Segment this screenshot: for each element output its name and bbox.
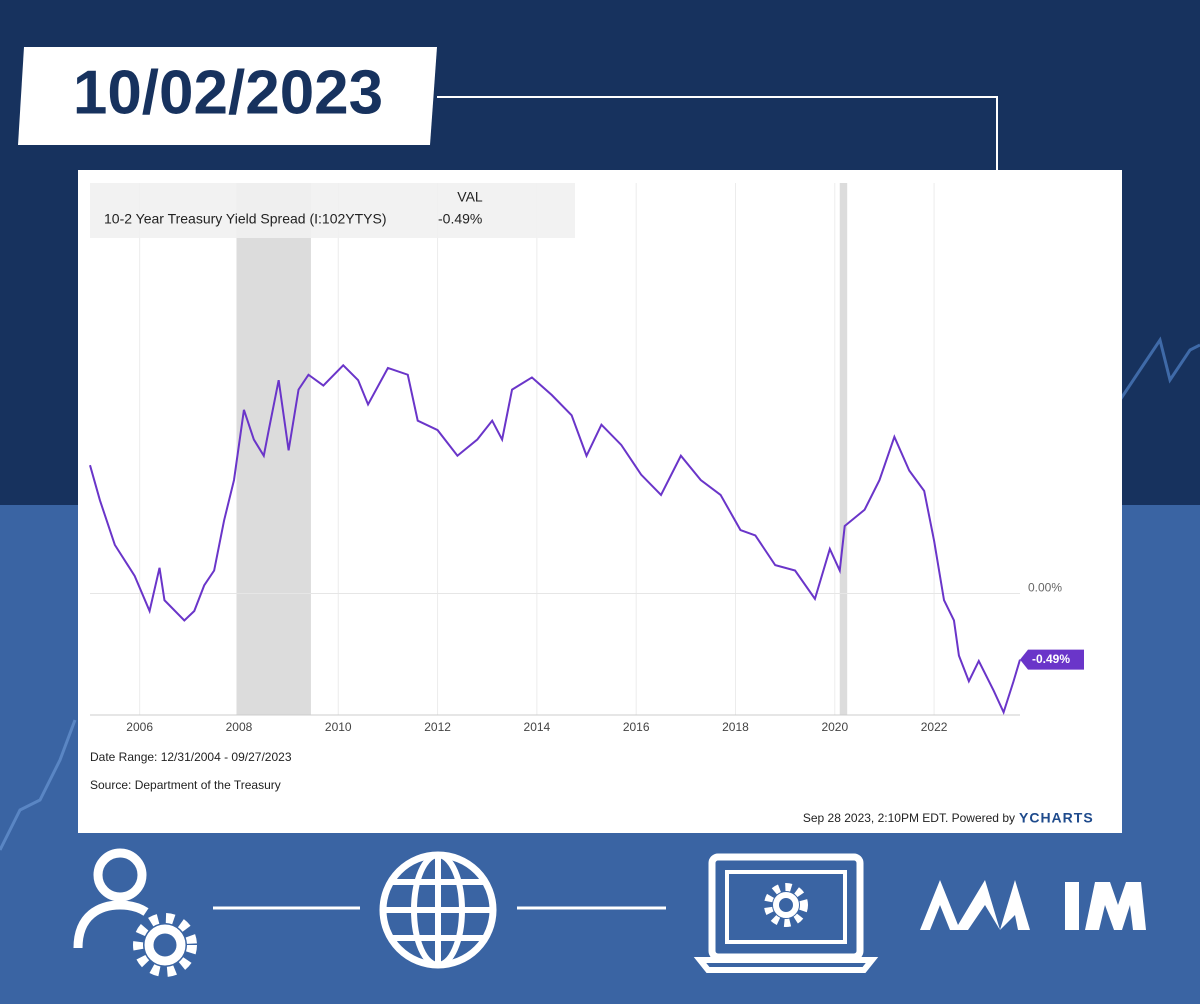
last-value-flag <box>1020 649 1084 670</box>
source: Source: Department of the Treasury <box>90 778 281 792</box>
date-box <box>18 47 437 145</box>
icons <box>73 848 879 977</box>
laptop-base <box>693 957 879 973</box>
logo-a <box>920 880 960 930</box>
brand: YCHARTS <box>1019 810 1094 826</box>
recession-band <box>839 183 848 715</box>
line <box>89 363 1021 716</box>
logo-m <box>1085 882 1146 930</box>
legend-name: 10-2 Year Treasury Yield Spread (I:102YT… <box>104 211 387 227</box>
x-tick-label: 2014 <box>524 720 551 734</box>
date-range: Date Range: 12/31/2004 - 09/27/2023 <box>90 750 292 764</box>
logo-i <box>1065 882 1079 930</box>
person-body <box>73 900 149 949</box>
person-head <box>93 848 147 902</box>
footer: Sep 28 2023, 2:10PM EDT. Powered by <box>803 811 1015 825</box>
gear-teeth <box>133 913 197 977</box>
x-tick-label: 2010 <box>325 720 352 734</box>
x-tick-label: 2008 <box>226 720 253 734</box>
x-tick-label: 2012 <box>424 720 451 734</box>
plot: 2006 2008 2010 2012 2014 2016 2018 2020 2022 0.00… <box>89 183 1084 734</box>
logo <box>920 880 1146 930</box>
deco-line <box>1118 336 1200 401</box>
x-tick-label: 2018 <box>722 720 749 734</box>
legend-value: -0.49% <box>438 211 482 227</box>
x-tick-label: 2022 <box>921 720 948 734</box>
laptop-inner <box>725 870 847 944</box>
laptop-gear <box>773 892 799 918</box>
y-tick-label: 0.00% <box>1028 581 1062 595</box>
connector <box>437 96 998 170</box>
x-tick-label: 2016 <box>623 720 650 734</box>
gear <box>144 924 186 966</box>
last-value-label: -0.49% <box>1032 652 1070 666</box>
legend-header: VAL <box>457 189 483 205</box>
deco-line <box>0 719 77 851</box>
laptop-gear-teeth <box>764 883 808 927</box>
logo-w <box>955 880 1030 930</box>
legend-box <box>90 183 575 238</box>
date: 10/02/2023 <box>73 58 383 127</box>
x-tick-label: 2006 <box>126 720 153 734</box>
x-tick-label: 2020 <box>821 720 848 734</box>
recession-band <box>236 183 311 715</box>
